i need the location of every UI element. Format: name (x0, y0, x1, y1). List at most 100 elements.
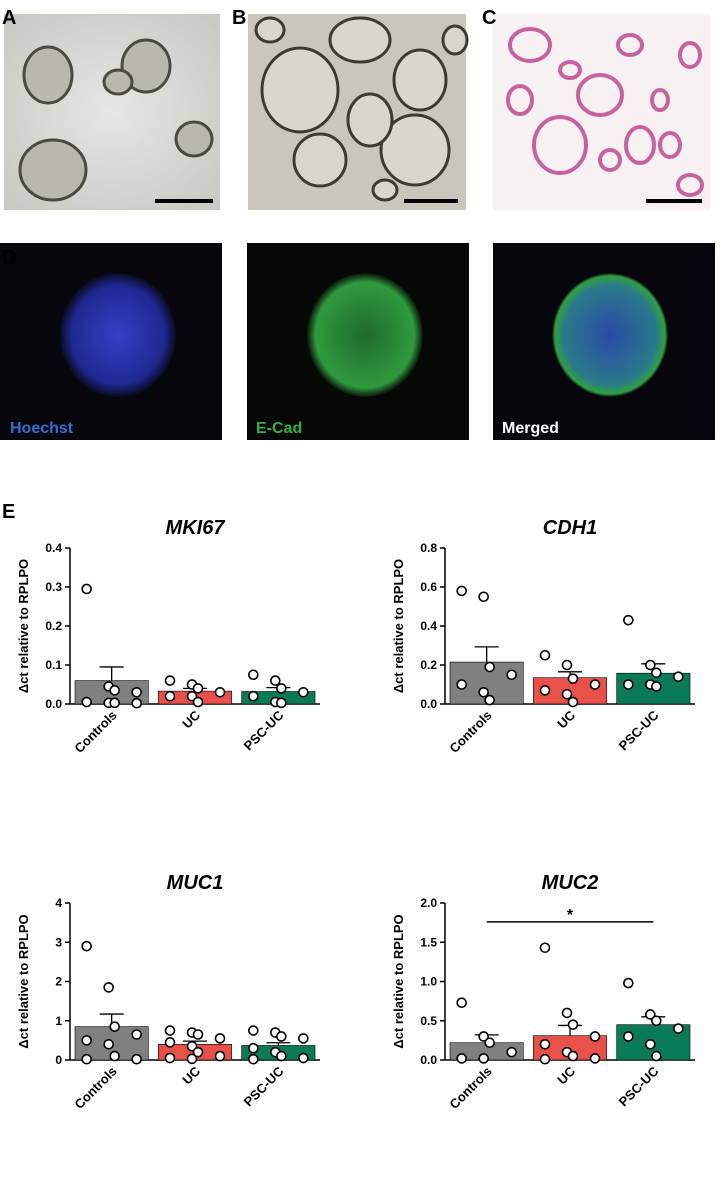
image-d (0, 243, 715, 440)
x-tick-label: Controls (446, 1064, 494, 1112)
data-point (651, 667, 662, 679)
data-point (645, 1039, 656, 1050)
data-point (164, 675, 176, 686)
data-point (131, 697, 142, 709)
y-axis-label: Δct relative to RPLPO (391, 559, 406, 693)
panel-label: D (2, 247, 16, 269)
data-point (248, 690, 259, 702)
panel-label: C (482, 7, 496, 29)
data-point (561, 1007, 573, 1019)
data-point (248, 1042, 259, 1054)
data-point (645, 1009, 656, 1020)
y-tick-label: 0.4 (420, 619, 437, 633)
x-tick-label: UC (179, 1063, 203, 1087)
data-point (484, 694, 495, 706)
data-point (164, 690, 176, 702)
y-tick-label: 0 (55, 1053, 62, 1067)
panel-label: A (2, 7, 16, 29)
y-tick-label: 0.0 (420, 697, 437, 711)
data-point (109, 697, 120, 709)
x-tick-label: Controls (71, 1064, 119, 1112)
data-point (103, 982, 114, 993)
error-bar (99, 666, 124, 681)
data-point (298, 1033, 309, 1044)
data-point (539, 942, 551, 954)
data-point (651, 1050, 662, 1062)
data-point (484, 1037, 495, 1049)
x-tick-label: Controls (71, 708, 119, 756)
data-point (81, 1053, 92, 1065)
data-point (248, 1025, 259, 1036)
data-point (276, 1031, 287, 1042)
y-axis-label: Δct relative to RPLPO (16, 559, 31, 693)
data-point (109, 1050, 120, 1062)
data-point (478, 686, 489, 698)
y-tick-label: 0.4 (45, 541, 62, 555)
y-axis-label: Δct relative to RPLPO (16, 914, 31, 1048)
stain-label: Merged (502, 420, 559, 437)
data-point (186, 1053, 198, 1065)
image-a (4, 14, 220, 210)
data-point (484, 661, 495, 673)
image-c (493, 14, 710, 210)
data-point (131, 1053, 142, 1065)
data-point (539, 1039, 551, 1050)
data-point (214, 686, 226, 698)
data-point (248, 1053, 259, 1065)
chart-title: MUC1 (167, 872, 224, 894)
x-tick-label: PSC-UC (241, 1063, 287, 1109)
data-point (456, 1053, 467, 1064)
data-point (81, 1035, 92, 1046)
stain-label: Hoechst (10, 420, 74, 437)
x-tick-label: PSC-UC (241, 707, 287, 753)
data-point (456, 585, 467, 597)
y-tick-label: 0.2 (420, 658, 437, 672)
data-point (539, 685, 551, 696)
data-point (81, 940, 92, 952)
data-point (248, 669, 259, 681)
y-tick-label: 2.0 (420, 896, 437, 910)
data-point (192, 1046, 204, 1058)
data-point (109, 685, 120, 696)
y-tick-label: 4 (55, 896, 62, 910)
data-point (506, 669, 517, 681)
y-tick-label: 0.2 (45, 619, 62, 633)
data-point (276, 1050, 287, 1062)
y-tick-label: 1 (55, 1014, 62, 1028)
data-point (270, 675, 281, 686)
y-tick-label: 0.5 (420, 1014, 437, 1028)
data-point (164, 1037, 176, 1048)
data-point (539, 1053, 551, 1065)
y-tick-label: 1.0 (420, 975, 437, 989)
data-point (623, 977, 634, 989)
data-point (589, 679, 601, 690)
data-point (164, 1025, 176, 1036)
data-point (164, 1052, 176, 1064)
data-point (192, 683, 204, 694)
data-point (561, 659, 573, 671)
data-point (192, 1029, 204, 1040)
x-tick-label: UC (554, 707, 578, 731)
data-point (192, 696, 204, 708)
error-bar (266, 1042, 291, 1046)
data-point (589, 1053, 601, 1064)
data-point (673, 671, 684, 683)
x-tick-label: UC (554, 1063, 578, 1087)
data-point (456, 997, 467, 1008)
x-tick-label: PSC-UC (616, 707, 662, 753)
y-tick-label: 3 (55, 935, 62, 949)
data-point (623, 614, 634, 626)
x-tick-label: PSC-UC (616, 1063, 662, 1109)
y-tick-label: 1.5 (420, 935, 437, 949)
y-tick-label: 0.3 (45, 580, 62, 594)
y-tick-label: 0.0 (420, 1053, 437, 1067)
data-point (214, 1050, 226, 1062)
stain-label: E-Cad (256, 420, 302, 437)
panel-label: B (232, 7, 246, 29)
data-point (651, 681, 662, 692)
y-tick-label: 0.6 (420, 580, 437, 594)
data-point (506, 1046, 517, 1058)
data-point (623, 1031, 634, 1042)
